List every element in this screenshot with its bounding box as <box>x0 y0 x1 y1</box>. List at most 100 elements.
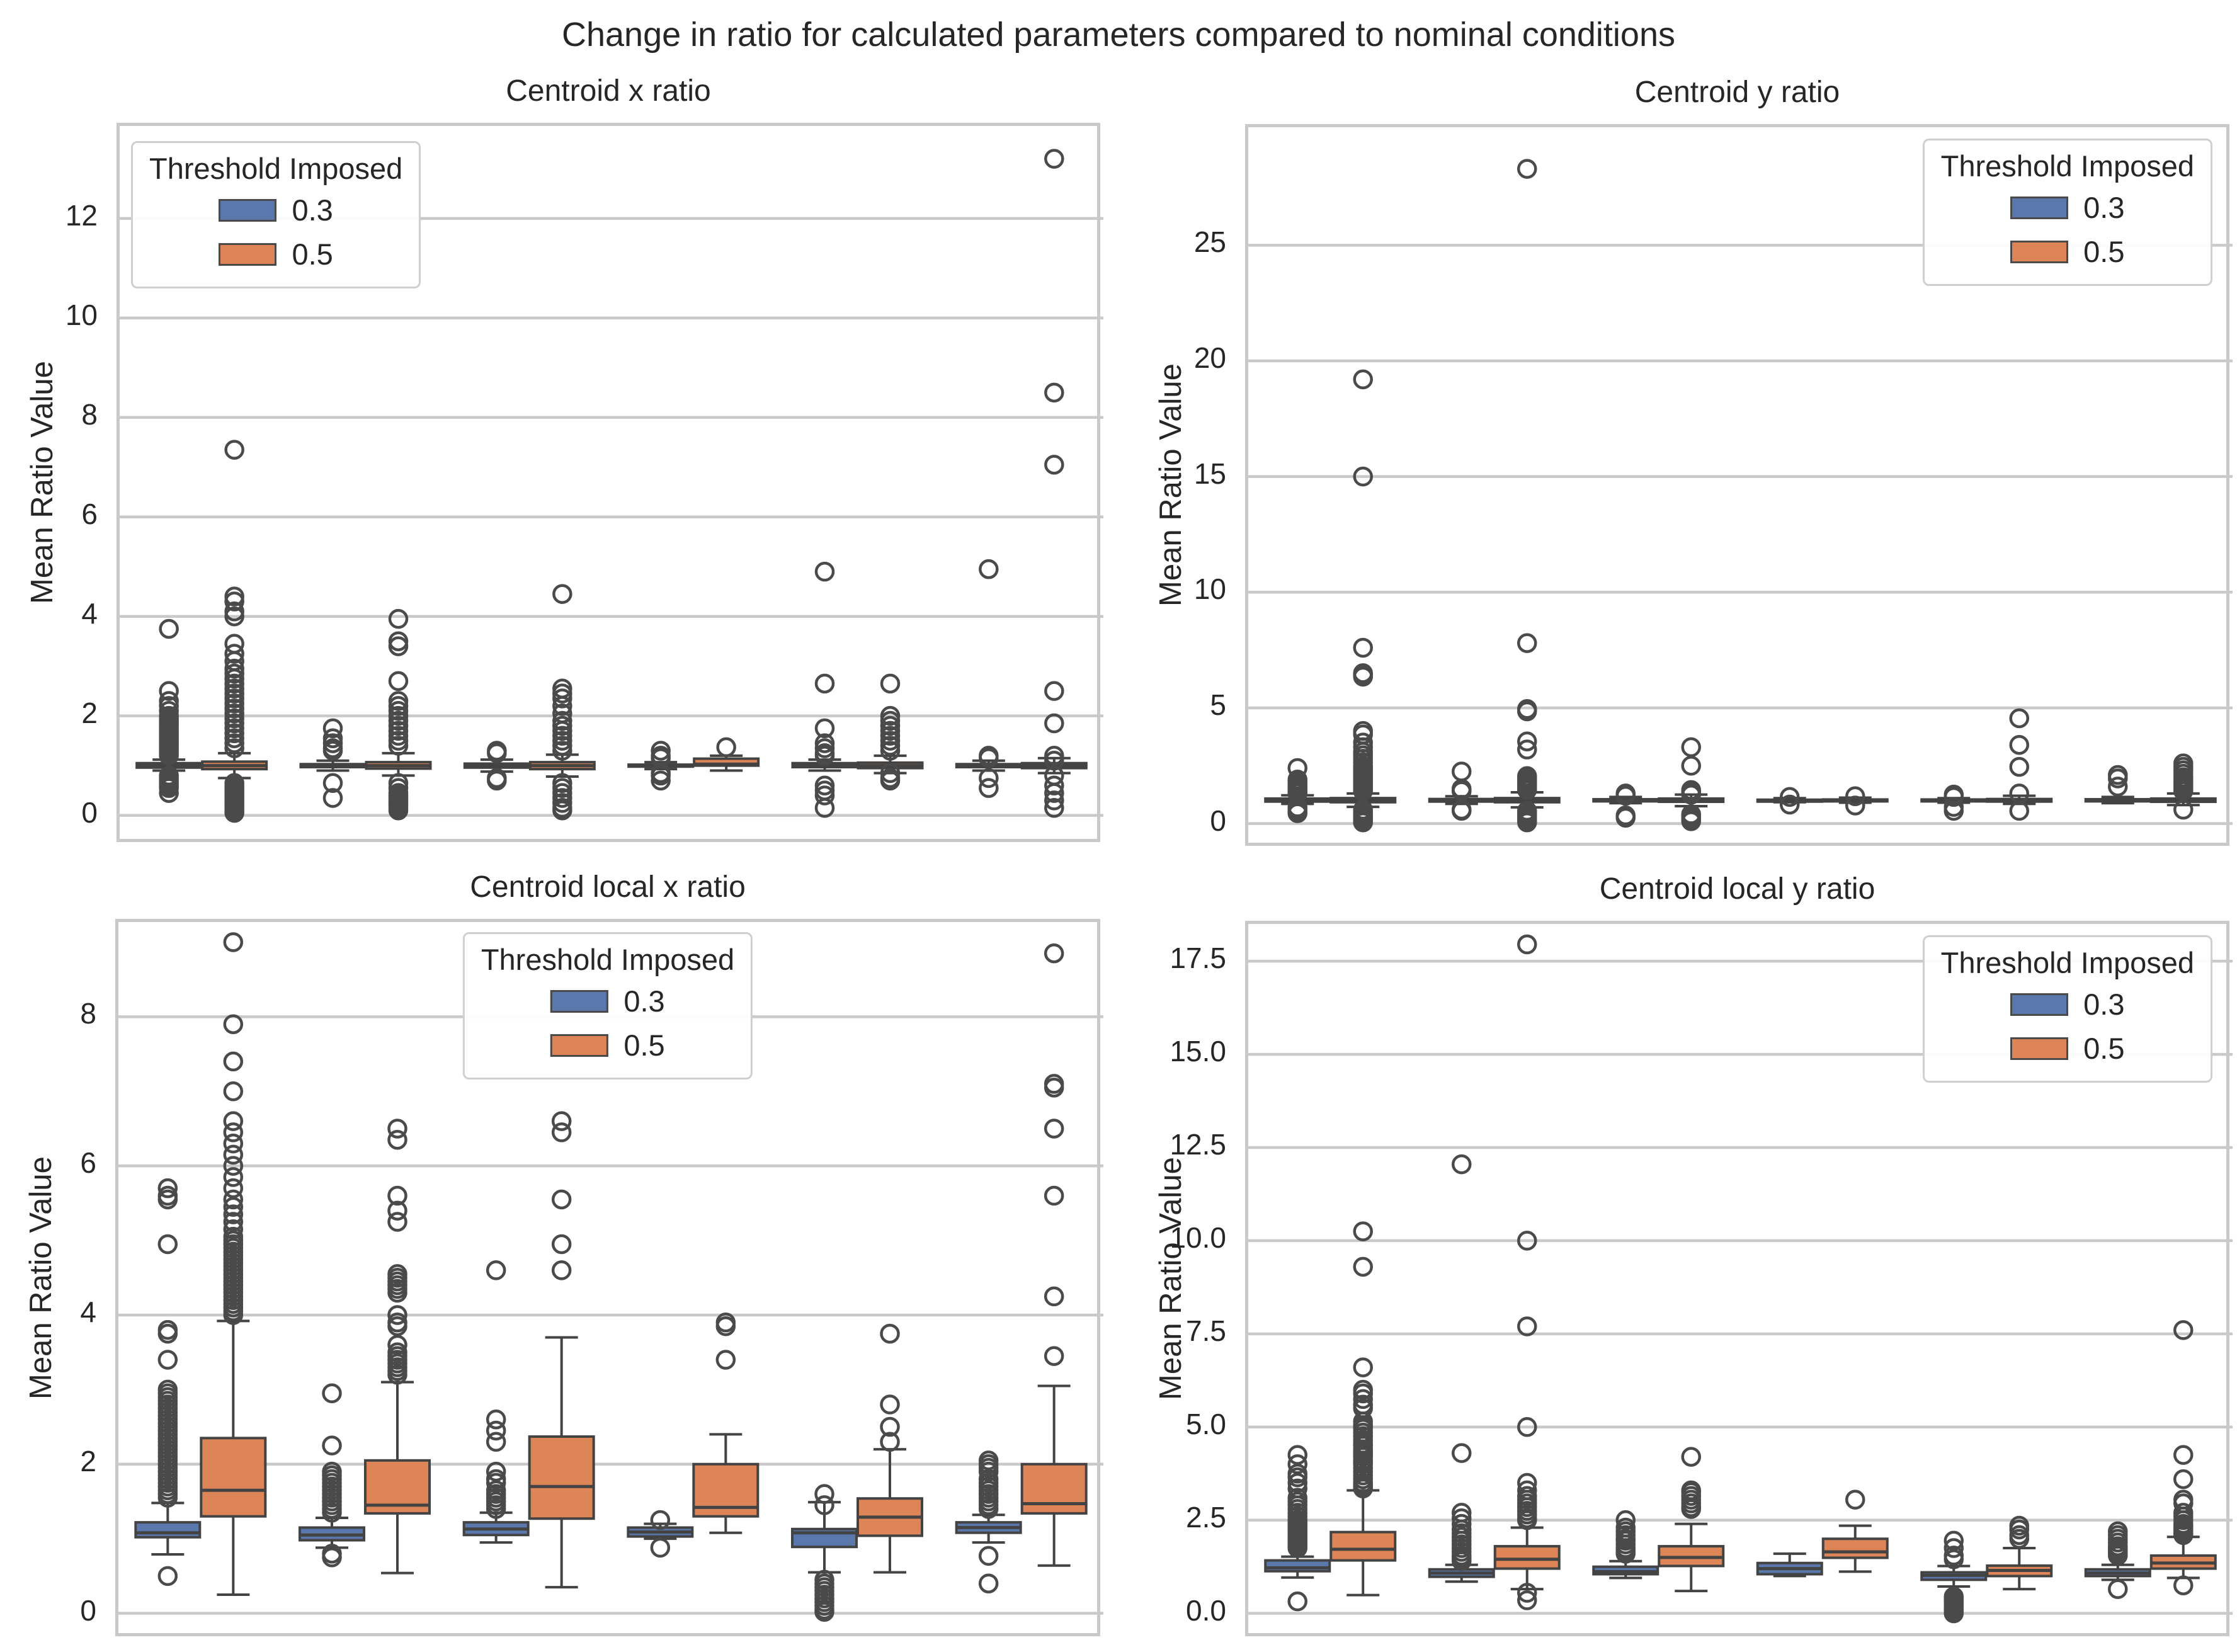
outlier-point <box>552 688 572 709</box>
box <box>1264 1559 1331 1573</box>
outlier-point <box>1044 455 1064 475</box>
legend-label: 0.5 <box>2083 235 2125 268</box>
outlier-point <box>387 1129 407 1150</box>
outlier-point <box>1044 1346 1064 1366</box>
outlier-point <box>1944 1603 1964 1624</box>
subplot-title: Centroid x ratio <box>506 74 711 108</box>
legend: Threshold Imposed 0.3 0.5 <box>462 932 753 1079</box>
outlier-point <box>1353 1221 1373 1241</box>
legend-title: Threshold Imposed <box>149 152 403 185</box>
outlier-point <box>1044 790 1064 811</box>
outlier-point <box>1517 731 1537 751</box>
box-group-1-threshold-0.5 <box>200 932 267 1596</box>
outlier-point <box>551 1111 572 1131</box>
outlier-point <box>322 1502 342 1523</box>
outlier-point <box>1944 1549 1964 1569</box>
outlier-point <box>223 1167 244 1187</box>
legend-entry-0.3: 0.3 <box>149 188 402 232</box>
outlier-point <box>552 584 572 604</box>
outlier-point <box>1452 1154 1472 1175</box>
outlier-point <box>1353 369 1373 390</box>
y-tick-label: 4 <box>81 596 98 630</box>
outlier-point <box>159 746 179 766</box>
outlier-point <box>715 1316 736 1336</box>
outlier-point <box>157 1488 178 1508</box>
outlier-point <box>2009 756 2029 777</box>
outlier-point <box>978 1461 999 1482</box>
outlier-point <box>1780 787 1800 807</box>
outlier-point <box>1452 1443 1472 1463</box>
legend-label: 0.5 <box>2083 1032 2125 1065</box>
outlier-point <box>1287 1454 1307 1474</box>
outlier-point <box>1452 800 1472 821</box>
boxplot-canvas <box>1248 934 2233 1624</box>
box-group-3-threshold-0.3 <box>1592 1510 1659 1580</box>
outlier-point <box>1944 1530 1964 1551</box>
box-group-2-threshold-0.5 <box>364 1119 431 1575</box>
y-tick-label: 8 <box>80 997 96 1030</box>
outlier-point <box>1517 159 1537 179</box>
outlier-point <box>388 636 409 656</box>
box-group-5-threshold-0.3 <box>1920 1530 1988 1624</box>
outlier-point <box>814 1484 834 1504</box>
outlier-point <box>814 798 835 818</box>
outlier-point <box>322 788 343 808</box>
outlier-point <box>551 1260 572 1280</box>
box-group-6-threshold-0.3 <box>2084 765 2151 805</box>
outlier-point <box>387 1305 407 1325</box>
outlier-point <box>814 718 835 739</box>
y-tick-label: 12.5 <box>1170 1128 1226 1161</box>
outlier-point <box>1780 794 1800 815</box>
y-tick-label: 15 <box>1193 457 1226 490</box>
legend: Threshold Imposed 0.3 0.5 <box>1922 935 2212 1083</box>
box-group-6-threshold-0.5 <box>1020 943 1088 1567</box>
box-group-5-threshold-0.5 <box>1986 708 2053 821</box>
legend-entry-0.3: 0.3 <box>481 979 734 1023</box>
outlier-point <box>979 559 999 579</box>
outlier-point <box>1353 1389 1373 1410</box>
outlier-point <box>1287 1473 1307 1493</box>
legend-swatch-icon <box>219 243 277 266</box>
outlier-point <box>1353 1256 1373 1277</box>
outlier-point <box>1044 750 1064 771</box>
outlier-point <box>159 783 179 803</box>
outlier-point <box>1517 1231 1537 1251</box>
outlier-point <box>979 768 999 789</box>
outlier-point <box>1353 637 1373 658</box>
outlier-point <box>1287 803 1307 823</box>
outlier-point <box>2173 781 2194 801</box>
outlier-point <box>223 1189 244 1210</box>
box <box>1329 1530 1397 1562</box>
legend-label: 0.3 <box>2083 191 2125 224</box>
box-group-2-threshold-0.3 <box>299 718 367 808</box>
outlier-point <box>387 1200 407 1221</box>
y-tick-label: 8 <box>81 397 98 431</box>
box <box>200 1437 267 1518</box>
plot-area: Threshold Imposed 0.3 0.5 <box>1245 921 2233 1636</box>
outlier-point <box>1044 775 1064 795</box>
legend-entry-0.5: 0.5 <box>481 1023 734 1068</box>
box-group-2-threshold-0.3 <box>1428 1154 1495 1583</box>
box-group-4-threshold-0.5 <box>693 737 760 772</box>
y-tick-label: 5 <box>1210 688 1226 721</box>
outlier-point <box>223 1212 244 1232</box>
outlier-point <box>1615 1544 1636 1564</box>
outlier-point <box>2173 1469 2194 1490</box>
figure-title: Change in ratio for calculated parameter… <box>562 16 1675 54</box>
plot-area: Threshold Imposed 0.3 0.5 <box>117 123 1103 842</box>
box-group-5-threshold-0.3 <box>791 1484 858 1622</box>
outlier-point <box>2173 1575 2194 1595</box>
outlier-point <box>1353 812 1373 833</box>
outlier-point <box>223 1051 244 1072</box>
outlier-point <box>1044 1078 1064 1098</box>
legend-label: 0.5 <box>292 237 333 271</box>
box-group-5-threshold-0.5 <box>1986 1515 2053 1591</box>
outlier-point <box>978 1499 999 1519</box>
box-group-2-threshold-0.3 <box>1428 761 1495 821</box>
plot-area: Threshold Imposed 0.3 0.5 <box>115 919 1103 1636</box>
outlier-point <box>224 738 244 758</box>
outlier-point <box>1044 149 1064 169</box>
y-tick-label: 0 <box>80 1593 96 1627</box>
outlier-point <box>223 932 244 952</box>
outlier-point <box>159 618 179 639</box>
